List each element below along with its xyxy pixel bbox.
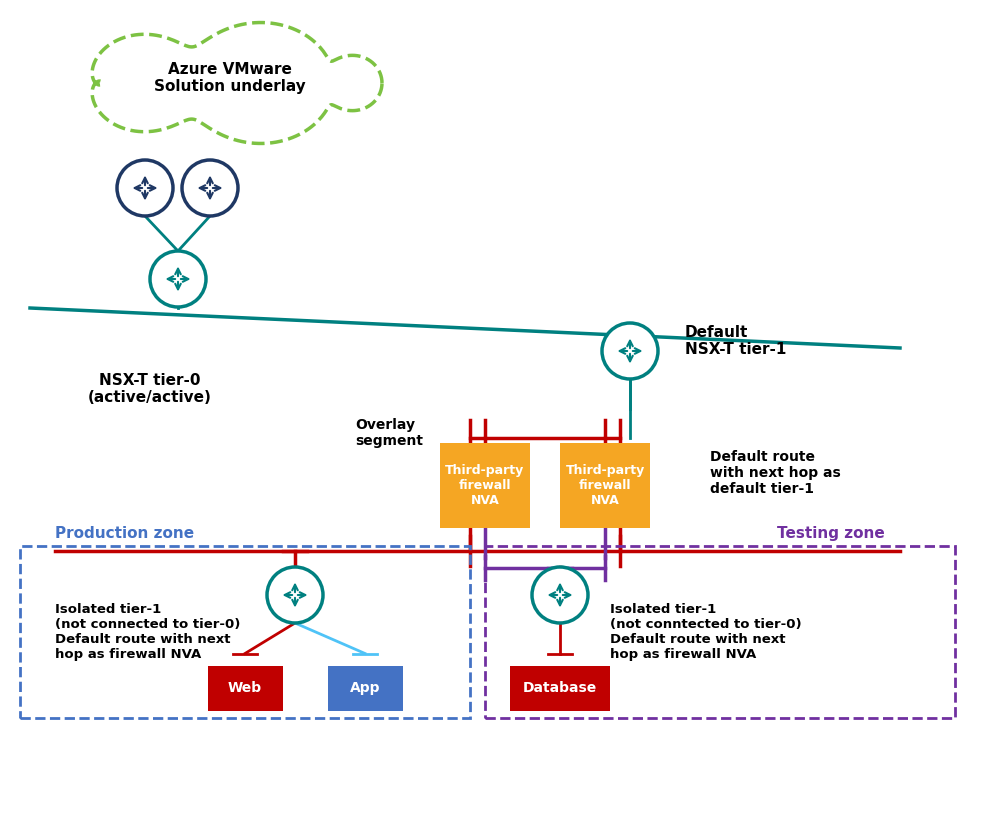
Text: Production zone: Production zone [55,526,194,541]
Text: Database: Database [523,681,597,695]
Circle shape [150,251,206,307]
Text: Testing zone: Testing zone [777,526,885,541]
Text: Web: Web [228,681,262,695]
Text: Overlay
segment: Overlay segment [355,418,423,448]
Text: NSX-T tier-0
(active/active): NSX-T tier-0 (active/active) [88,373,212,406]
FancyBboxPatch shape [510,666,610,710]
FancyBboxPatch shape [208,666,283,710]
Text: Default
NSX-T tier-1: Default NSX-T tier-1 [685,325,786,357]
Text: Isolated tier-1
(not conntected to tier-0)
Default route with next
hop as firewa: Isolated tier-1 (not conntected to tier-… [610,603,802,661]
Circle shape [117,160,173,216]
Text: App: App [350,681,380,695]
Circle shape [182,160,238,216]
FancyBboxPatch shape [327,666,403,710]
Text: Third-party
firewall
NVA: Third-party firewall NVA [565,464,644,507]
Circle shape [267,567,323,623]
Circle shape [602,323,658,379]
Text: Azure VMware
Solution underlay: Azure VMware Solution underlay [154,62,306,94]
Circle shape [532,567,588,623]
Text: Isolated tier-1
(not connected to tier-0)
Default route with next
hop as firewal: Isolated tier-1 (not connected to tier-0… [55,603,240,661]
FancyBboxPatch shape [560,443,650,528]
Text: Third-party
firewall
NVA: Third-party firewall NVA [445,464,525,507]
Text: Default route
with next hop as
default tier-1: Default route with next hop as default t… [710,450,841,496]
FancyBboxPatch shape [440,443,530,528]
